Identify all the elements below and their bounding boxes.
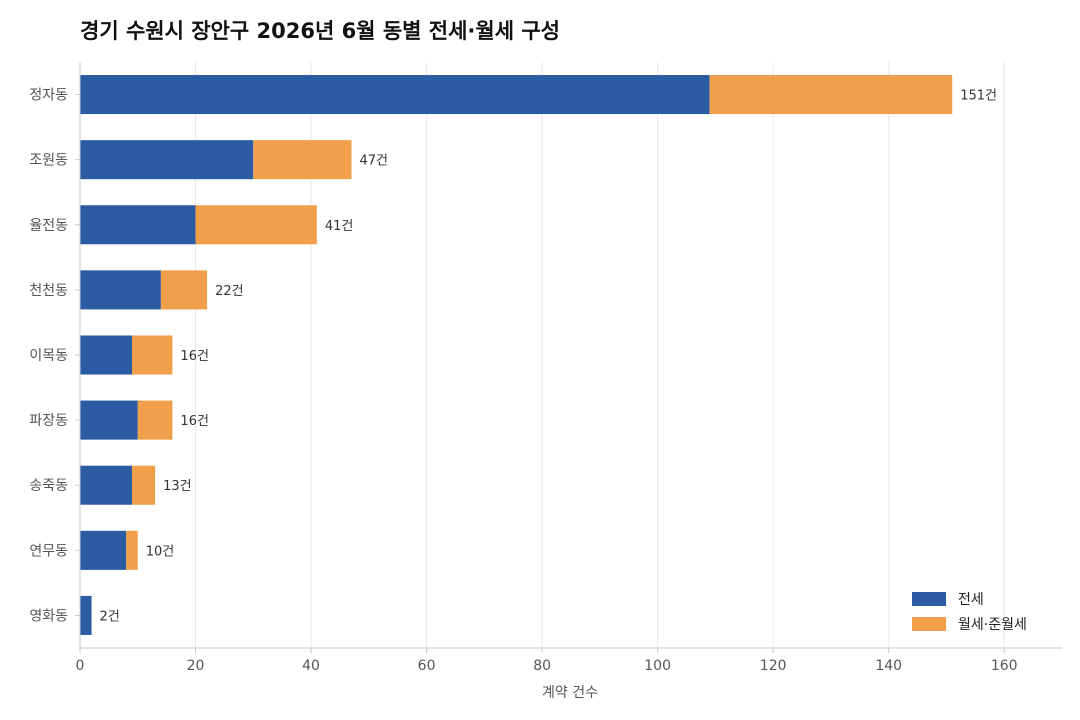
bar-wolse-7 — [126, 530, 138, 570]
y-category-label-2: 율전동 — [29, 218, 68, 234]
x-tick-label-1: 20 — [187, 658, 205, 674]
y-category-label-0: 정자동 — [29, 88, 68, 104]
legend-swatch-1 — [912, 617, 946, 631]
bar-wolse-6 — [131, 465, 156, 505]
chart-title: 경기 수원시 장안구 2026년 6월 동별 전세·월세 구성 — [80, 19, 560, 43]
total-label-7: 10건 — [146, 544, 175, 559]
bar-jeonse-5 — [80, 400, 138, 440]
bar-wolse-2 — [195, 205, 317, 245]
total-label-1: 47건 — [359, 154, 388, 169]
x-tick-label-5: 100 — [644, 658, 671, 674]
total-label-3: 22건 — [215, 284, 244, 299]
x-tick-label-8: 160 — [991, 658, 1018, 674]
x-tick-label-3: 60 — [418, 658, 436, 674]
y-category-label-5: 파장동 — [29, 413, 68, 429]
bar-jeonse-2 — [80, 205, 196, 245]
bar-wolse-1 — [253, 140, 352, 180]
y-category-label-7: 연무동 — [29, 543, 68, 559]
bar-jeonse-0 — [80, 75, 710, 115]
bar-jeonse-3 — [80, 270, 161, 310]
x-tick-label-2: 40 — [302, 658, 320, 674]
total-label-2: 41건 — [325, 219, 354, 234]
x-tick-label-0: 0 — [76, 658, 85, 674]
y-category-label-8: 영화동 — [29, 608, 68, 624]
legend-label-1: 월세·준월세 — [958, 617, 1027, 633]
total-label-6: 13건 — [163, 479, 192, 494]
y-category-label-3: 천천동 — [29, 283, 68, 299]
total-label-0: 151건 — [960, 89, 997, 104]
total-label-5: 16건 — [180, 414, 209, 429]
bar-wolse-4 — [131, 335, 173, 375]
y-category-label-4: 이목동 — [29, 348, 68, 364]
bar-jeonse-4 — [80, 335, 132, 375]
bar-jeonse-6 — [80, 465, 132, 505]
bar-jeonse-7 — [80, 530, 127, 570]
x-tick-label-4: 80 — [533, 658, 551, 674]
y-category-label-1: 조원동 — [29, 153, 68, 169]
bar-wolse-5 — [137, 400, 173, 440]
bar-jeonse-1 — [80, 140, 254, 180]
bar-jeonse-8 — [80, 595, 92, 635]
bar-wolse-3 — [160, 270, 208, 310]
y-category-label-6: 송죽동 — [29, 478, 68, 494]
x-tick-label-7: 140 — [875, 658, 902, 674]
x-axis-ticks: 0 20 40 60 80 100 120 140 160 — [76, 648, 1018, 674]
legend-swatch-0 — [912, 592, 946, 606]
total-labels: 151건 47건 41건 22건 16건 16건 13건 10건 2건 — [100, 89, 997, 625]
bars-group — [80, 75, 953, 635]
bar-wolse-0 — [709, 75, 953, 115]
x-tick-label-6: 120 — [760, 658, 787, 674]
total-label-8: 2건 — [100, 609, 120, 624]
total-label-4: 16건 — [180, 349, 209, 364]
x-axis-title: 계약 건수 — [542, 685, 598, 701]
legend-label-0: 전세 — [958, 592, 984, 608]
